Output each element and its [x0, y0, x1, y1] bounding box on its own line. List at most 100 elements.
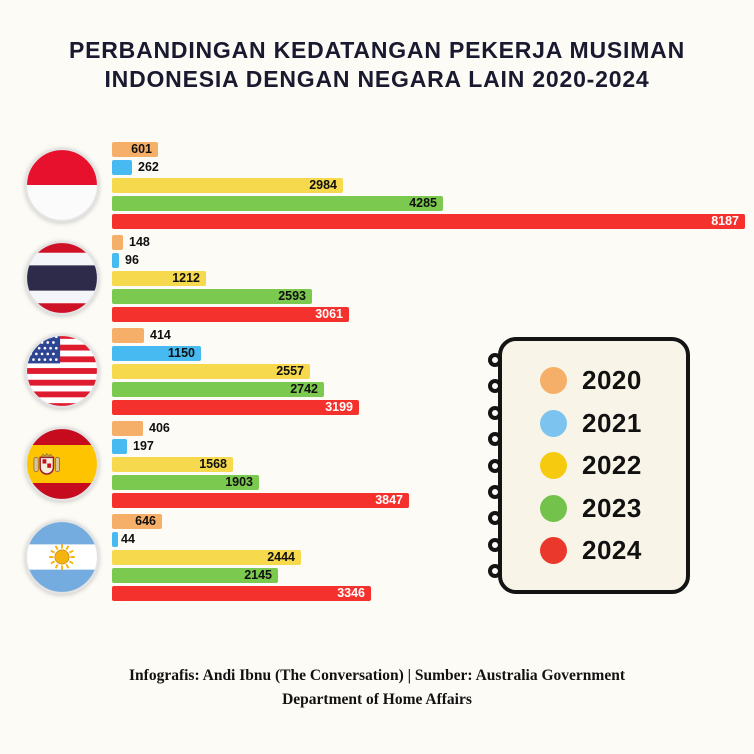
legend-year-label: 2020 — [582, 365, 642, 395]
bar-value-label: 4285 — [409, 196, 437, 210]
bar-2024: 3346 — [112, 585, 371, 601]
thailand-flag-icon — [24, 240, 100, 316]
bar-row-2020: 148 — [112, 234, 754, 250]
bar-2023: 1903 — [112, 474, 259, 490]
legend-item-2021: 2021 — [540, 408, 678, 439]
bar-row-2020: 406 — [112, 420, 754, 436]
bar-value-label: 414 — [150, 328, 171, 342]
bar-2022: 1568 — [112, 456, 233, 472]
bar-2020 — [112, 420, 143, 436]
legend-color-dot — [540, 494, 567, 522]
legend-color-dot — [540, 452, 567, 479]
legend-year-label: 2023 — [582, 492, 642, 523]
bar-row-2023: 2593 — [112, 288, 754, 304]
bar-value-label: 646 — [135, 514, 156, 528]
bar-value-label: 2593 — [278, 289, 306, 303]
usa-flag-icon — [24, 333, 100, 409]
spiral-ring — [488, 379, 502, 394]
bar-value-label: 1150 — [167, 346, 195, 360]
bar-value-label: 2444 — [267, 550, 295, 564]
bar-2022: 1212 — [112, 270, 206, 286]
bar-value-label: 3847 — [375, 493, 403, 507]
bar-group: 414 1150 2557 2742 3199 — [112, 327, 754, 415]
bar-value-label: 406 — [149, 421, 170, 435]
bar-row-2020: 646 — [112, 513, 754, 529]
bar-row-2021: 44 — [112, 531, 754, 547]
bar-value-label: 3061 — [315, 307, 343, 321]
legend-item-2020: 2020 — [540, 365, 678, 396]
country-row-spain: 406 197 1568 1903 3847 — [24, 420, 754, 508]
bar-2024: 3847 — [112, 492, 409, 508]
bar-2020 — [112, 234, 123, 250]
bar-2023: 4285 — [112, 195, 443, 211]
bar-row-2024: 3346 — [112, 585, 754, 601]
bar-row-2024: 3061 — [112, 306, 754, 322]
source-credit: Infografis: Andi Ibnu (The Conversation)… — [0, 664, 754, 712]
bar-value-label: 8187 — [711, 214, 739, 228]
chart-title: PERBANDINGAN KEDATANGAN PEKERJA MUSIMAN I… — [0, 0, 754, 94]
legend-item-2024: 2024 — [540, 535, 678, 566]
legend-year-label: 2022 — [582, 450, 642, 480]
bar-group: 601 262 2984 4285 8187 — [112, 141, 754, 229]
bar-row-2021: 96 — [112, 252, 754, 268]
bar-value-label: 2145 — [244, 568, 272, 582]
bar-row-2023: 1903 — [112, 474, 754, 490]
bar-value-label: 1903 — [225, 475, 253, 489]
bar-value-label: 96 — [125, 253, 139, 267]
bar-row-2024: 8187 — [112, 213, 754, 229]
bar-row-2023: 4285 — [112, 195, 754, 211]
bar-value-label: 44 — [121, 532, 135, 546]
grouped-bar-chart: 601 262 2984 4285 8187 148 96 1212 2593 3061 414 11… — [24, 141, 754, 601]
legend-color-dot — [540, 409, 567, 437]
bar-row-2024: 3847 — [112, 492, 754, 508]
bar-row-2022: 2444 — [112, 549, 754, 565]
legend-year-label: 2021 — [582, 407, 642, 438]
spiral-ring — [488, 564, 502, 578]
bar-2022: 2444 — [112, 549, 301, 565]
bar-row-2023: 2742 — [112, 381, 754, 397]
legend-item-2023: 2023 — [540, 493, 678, 524]
bar-2023: 2742 — [112, 381, 324, 397]
country-row-indonesia: 601 262 2984 4285 8187 — [24, 141, 754, 229]
spain-flag-icon — [24, 426, 100, 502]
bar-row-2020: 414 — [112, 327, 754, 343]
bar-value-label: 2557 — [276, 364, 304, 378]
bar-row-2021: 262 — [112, 159, 754, 175]
bar-2021 — [112, 159, 132, 175]
chart-title-line1: PERBANDINGAN KEDATANGAN PEKERJA MUSIMAN — [68, 37, 685, 63]
bar-row-2021: 197 — [112, 438, 754, 454]
spiral-ring — [488, 511, 502, 526]
bar-2024: 8187 — [112, 213, 745, 229]
bar-2022: 2557 — [112, 363, 310, 379]
bar-2022: 2984 — [112, 177, 343, 193]
bar-value-label: 2984 — [309, 178, 337, 192]
bar-2021 — [112, 438, 127, 454]
source-credit-line1: Infografis: Andi Ibnu (The Conversation)… — [129, 666, 625, 684]
bar-value-label: 262 — [138, 160, 159, 174]
legend-notepad: 2020 2021 2022 2023 2024 — [488, 337, 690, 594]
spiral-ring — [488, 537, 502, 552]
country-row-thailand: 148 96 1212 2593 3061 — [24, 234, 754, 322]
bar-2023: 2593 — [112, 288, 312, 304]
spiral-ring — [488, 432, 502, 447]
spiral-ring — [488, 405, 502, 420]
bar-value-label: 2742 — [290, 382, 318, 396]
bar-2020 — [112, 327, 144, 343]
bar-2020: 601 — [112, 141, 158, 157]
chart-title-line2: INDONESIA DENGAN NEGARA LAIN 2020-2024 — [104, 65, 650, 92]
bar-row-2020: 601 — [112, 141, 754, 157]
bar-value-label: 1568 — [199, 457, 227, 471]
bar-value-label: 3199 — [325, 400, 353, 414]
bar-group: 646 44 2444 2145 3346 — [112, 513, 754, 601]
spiral-binding — [488, 353, 512, 578]
bar-value-label: 148 — [129, 235, 150, 249]
spiral-ring — [488, 353, 502, 367]
bar-2021 — [112, 252, 119, 268]
bar-row-2022: 1568 — [112, 456, 754, 472]
legend-item-2022: 2022 — [540, 450, 678, 481]
bar-2021: 1150 — [112, 345, 201, 361]
bar-2024: 3199 — [112, 399, 359, 415]
spiral-ring — [488, 458, 502, 473]
bar-group: 148 96 1212 2593 3061 — [112, 234, 754, 322]
bar-value-label: 601 — [131, 142, 152, 156]
